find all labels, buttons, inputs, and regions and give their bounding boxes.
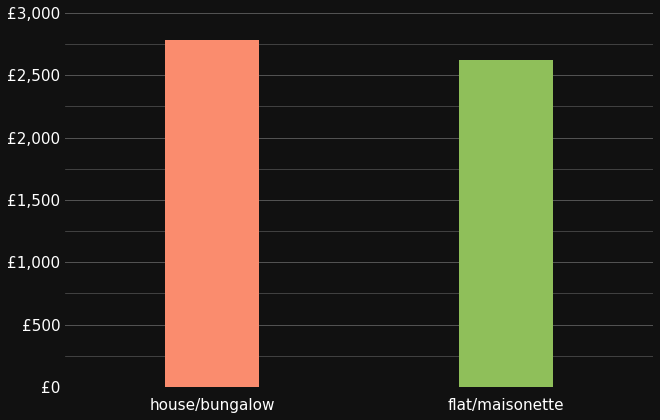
Bar xyxy=(165,40,259,387)
Bar xyxy=(459,60,553,387)
